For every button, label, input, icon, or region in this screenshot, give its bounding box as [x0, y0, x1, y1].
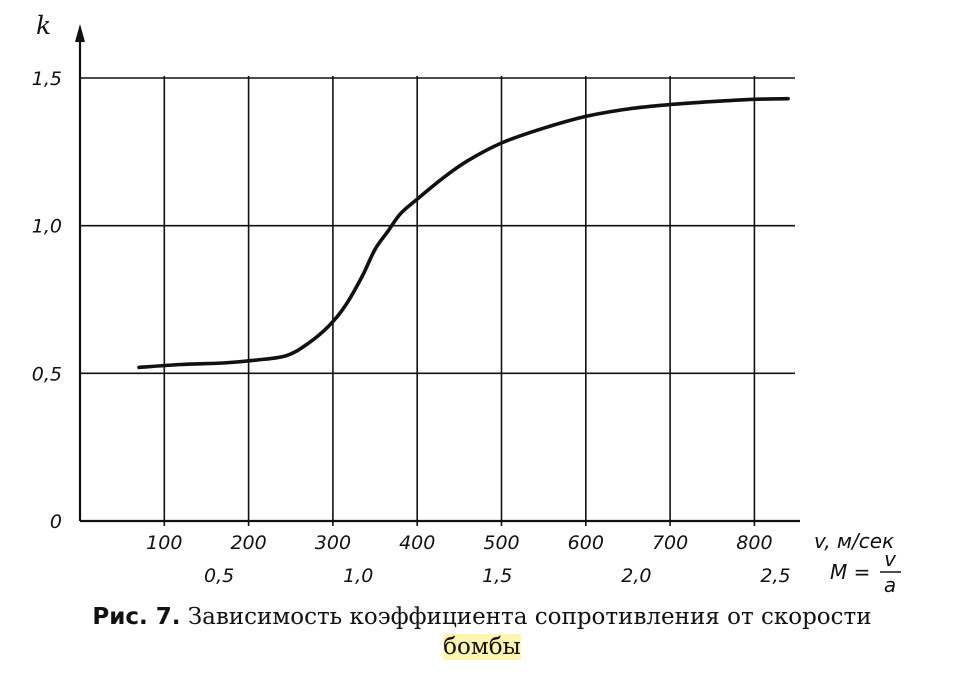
caption-text: Зависимость коэффициента сопротивления о…	[187, 604, 872, 630]
mach-denominator: a	[884, 573, 896, 597]
x-tick-label: 600	[568, 532, 604, 554]
y-tick-label: 1,0	[32, 216, 62, 238]
mach-tick-label: 1,5	[482, 565, 512, 587]
axes	[75, 24, 800, 526]
curve	[137, 96, 790, 370]
x-axis-label: v, м/сек	[814, 529, 894, 553]
x-tick-label: 300	[315, 532, 351, 554]
figure-caption: Рис. 7. Зависимость коэффициента сопроти…	[0, 602, 964, 662]
x-tick-label: 800	[736, 532, 772, 554]
drag-coefficient-curve	[137, 96, 790, 370]
y-tick-label: 0,5	[32, 363, 62, 385]
y-tick-label: 1,5	[32, 68, 62, 90]
mach-label: M =	[830, 560, 870, 584]
x-tick-label: 700	[652, 532, 688, 554]
mach-tick-label: 2,0	[621, 565, 651, 587]
caption-prefix: Рис. 7.	[92, 604, 181, 630]
mach-tick-label: 1,0	[343, 565, 373, 587]
caption-end: бомбы	[443, 634, 521, 660]
x-tick-label: 200	[230, 532, 266, 554]
mach-tick-label: 0,5	[204, 565, 234, 587]
y-axis-arrow	[75, 24, 85, 42]
x-tick-label: 500	[483, 532, 519, 554]
mach-tick-label: 2,5	[760, 565, 790, 587]
drag-coefficient-chart: 100 200 300 400 500 600 700 800 0,5 1,0 1,5 2,0 2,5 0…	[32, 11, 901, 597]
y-tick-label: 0	[50, 511, 62, 533]
x-tick-label: 400	[399, 532, 435, 554]
axis-labels: k v, м/сек M = v a	[36, 11, 901, 597]
y-axis-label: k	[36, 11, 51, 40]
x-tick-label: 100	[146, 532, 182, 554]
mach-numerator: v	[884, 547, 897, 571]
grid	[80, 76, 795, 521]
tick-labels: 100 200 300 400 500 600 700 800 0,5 1,0 1,5 2,0 2,5 0…	[32, 68, 791, 587]
